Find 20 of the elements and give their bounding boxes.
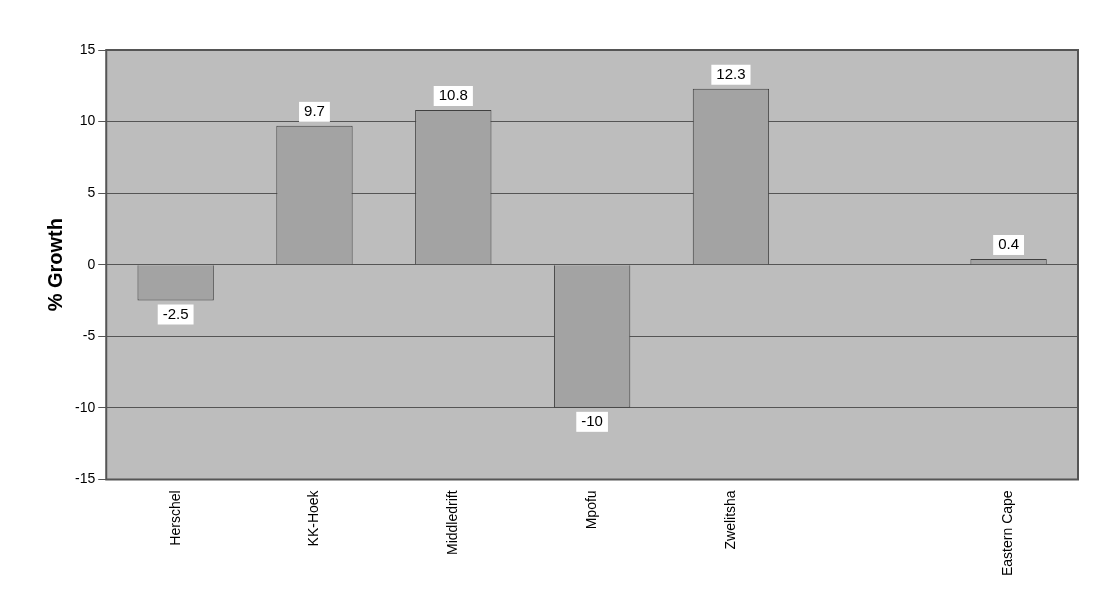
data-label: 12.3 bbox=[716, 64, 746, 82]
y-tick-label: -15 bbox=[75, 470, 96, 487]
x-tick-label: Herschel bbox=[166, 490, 183, 546]
data-label: 9.7 bbox=[304, 102, 325, 119]
x-tick-label: KK-Hoek bbox=[305, 489, 322, 547]
data-label: -2.5 bbox=[162, 304, 189, 322]
x-tick-label: Eastern Cape bbox=[999, 490, 1016, 576]
y-tick-label: 10 bbox=[79, 112, 96, 129]
y-tick-label: 15 bbox=[79, 40, 96, 57]
y-tick-label: 5 bbox=[87, 183, 96, 200]
data-label: -10 bbox=[581, 411, 603, 429]
y-tick-label: -10 bbox=[75, 398, 96, 415]
data-label: 0.4 bbox=[998, 235, 1020, 253]
y-tick-label: 0 bbox=[87, 255, 96, 272]
y-axis-title: % Growth bbox=[43, 218, 66, 312]
data-label: 10.8 bbox=[438, 86, 468, 104]
y-tick-label: -5 bbox=[82, 327, 96, 344]
x-tick-label: Zwelitsha bbox=[721, 490, 738, 550]
x-tick-label: Middledrift bbox=[444, 490, 461, 555]
x-tick-label: Mpofu bbox=[582, 490, 599, 530]
